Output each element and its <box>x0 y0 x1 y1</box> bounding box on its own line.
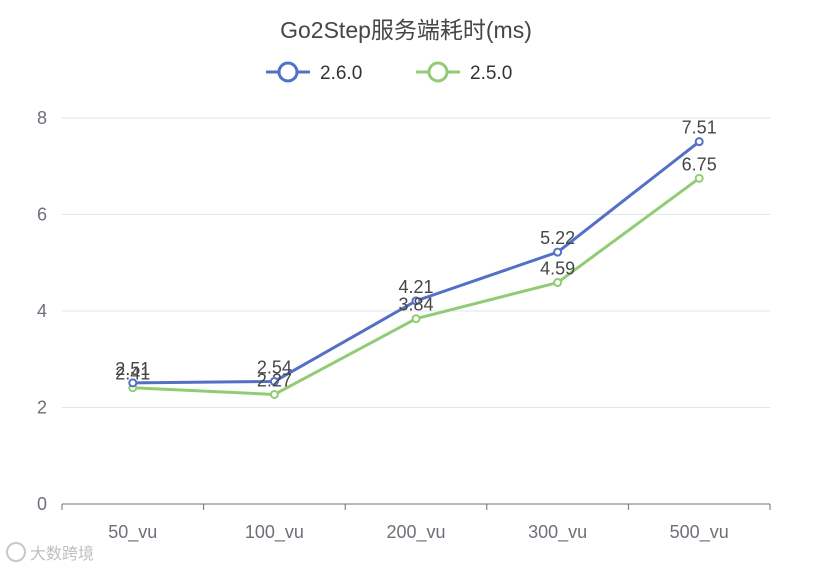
series-group <box>128 137 704 399</box>
data-point[interactable] <box>411 314 421 324</box>
legend-item-2.5.0[interactable]: 2.5.0 <box>416 61 512 84</box>
data-label: 6.75 <box>682 154 717 174</box>
data-label: 5.22 <box>540 228 575 248</box>
series-line-2.6.0 <box>132 140 701 385</box>
data-label: 7.51 <box>682 118 717 138</box>
x-tick-label: 100_vu <box>245 522 304 543</box>
legend[interactable]: 2.6.0 2.5.0 <box>266 61 512 84</box>
data-label: 2.41 <box>115 364 150 384</box>
x-tick-label: 500_vu <box>670 522 729 543</box>
legend-marker <box>277 61 299 83</box>
data-label: 4.21 <box>398 277 433 297</box>
data-label: 2.51 <box>115 359 150 379</box>
legend-label: 2.6.0 <box>320 63 362 84</box>
x-tick-label: 300_vu <box>528 522 587 543</box>
data-point[interactable] <box>128 378 138 388</box>
data-point[interactable] <box>411 296 421 306</box>
y-tick-label: 4 <box>37 301 47 321</box>
y-tick-label: 8 <box>37 108 47 128</box>
data-labels: 2.51 2.54 4.21 5.22 7.51 2.41 2.27 3.84 4.59 6.75 <box>115 118 716 391</box>
y-tick-label: 2 <box>37 398 47 418</box>
logo-icon <box>6 542 26 562</box>
grid-lines <box>62 117 770 408</box>
watermark-text: 大数跨境 <box>30 544 95 563</box>
data-point[interactable] <box>694 137 704 147</box>
data-label: 2.54 <box>257 357 292 377</box>
data-point[interactable] <box>269 389 279 399</box>
data-label: 3.84 <box>398 295 433 315</box>
y-axis: 0 2 4 6 8 <box>37 108 47 514</box>
legend-marker <box>427 61 449 83</box>
y-tick-label: 6 <box>37 205 47 225</box>
data-point[interactable] <box>553 247 563 257</box>
data-point[interactable] <box>694 173 704 183</box>
watermark: 大数跨境 <box>6 540 94 564</box>
legend-label: 2.5.0 <box>470 63 512 84</box>
x-axis: 50_vu 100_vu 200_vu 300_vu 500_vu <box>61 503 771 543</box>
data-point[interactable] <box>553 278 563 288</box>
y-tick-label: 0 <box>37 494 47 514</box>
data-label: 2.27 <box>257 370 292 390</box>
data-label: 4.59 <box>540 259 575 279</box>
x-tick-label: 50_vu <box>108 522 157 543</box>
data-point[interactable] <box>269 376 279 386</box>
x-tick-label: 200_vu <box>386 522 445 543</box>
legend-item-2.6.0[interactable]: 2.6.0 <box>266 61 362 84</box>
chart-title: Go2Step服务端耗时(ms) <box>280 17 532 43</box>
